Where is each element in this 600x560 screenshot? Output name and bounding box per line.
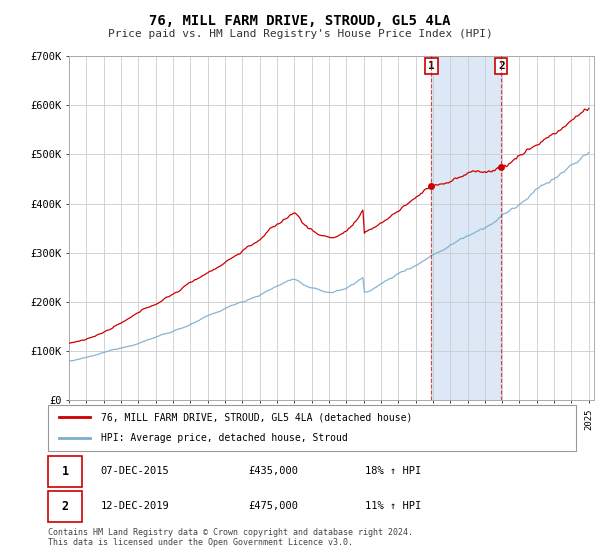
Text: Contains HM Land Registry data © Crown copyright and database right 2024.
This d: Contains HM Land Registry data © Crown c… (48, 528, 413, 547)
Text: 07-DEC-2015: 07-DEC-2015 (101, 466, 170, 476)
Text: 76, MILL FARM DRIVE, STROUD, GL5 4LA: 76, MILL FARM DRIVE, STROUD, GL5 4LA (149, 14, 451, 28)
Bar (48, 456, 82, 487)
Bar (431, 56, 502, 400)
Text: £475,000: £475,000 (248, 501, 299, 511)
Text: £435,000: £435,000 (248, 466, 299, 476)
Bar (48, 491, 82, 521)
Text: 1: 1 (62, 465, 69, 478)
Text: 18% ↑ HPI: 18% ↑ HPI (365, 466, 421, 476)
Text: 2: 2 (62, 500, 69, 512)
Text: 1: 1 (428, 61, 435, 71)
Text: HPI: Average price, detached house, Stroud: HPI: Average price, detached house, Stro… (101, 433, 347, 444)
Text: Price paid vs. HM Land Registry's House Price Index (HPI): Price paid vs. HM Land Registry's House … (107, 29, 493, 39)
Text: 11% ↑ HPI: 11% ↑ HPI (365, 501, 421, 511)
Text: 76, MILL FARM DRIVE, STROUD, GL5 4LA (detached house): 76, MILL FARM DRIVE, STROUD, GL5 4LA (de… (101, 412, 412, 422)
Text: 2: 2 (498, 61, 505, 71)
Text: 12-DEC-2019: 12-DEC-2019 (101, 501, 170, 511)
